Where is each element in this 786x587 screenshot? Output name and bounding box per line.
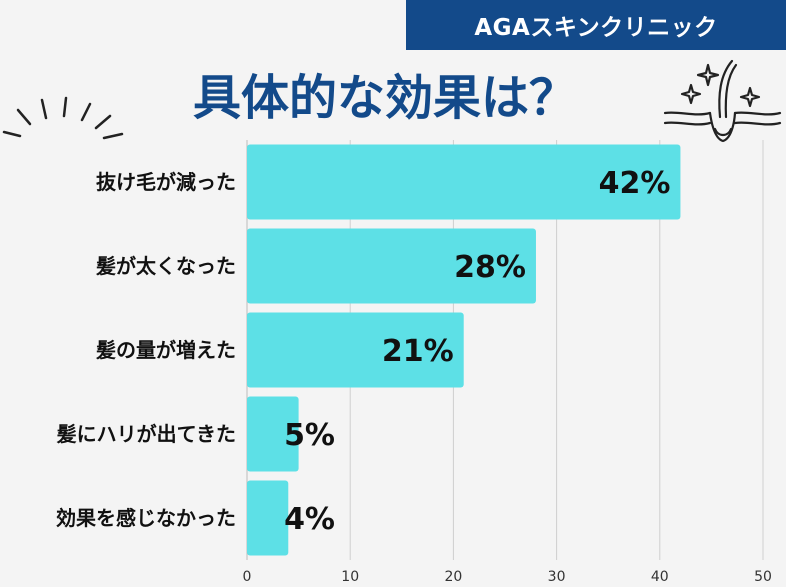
value-label: 21% [382, 334, 454, 369]
x-tick-label: 30 [548, 569, 566, 585]
category-label: 髪の量が増えた [95, 338, 236, 362]
page-title: 具体的な効果は？ [192, 70, 577, 126]
hair-follicle-icon [663, 59, 782, 143]
x-tick-label: 0 [243, 569, 252, 585]
brand-banner: AGAスキンクリニック [406, 0, 786, 50]
bar [247, 480, 289, 556]
category-label: 髪にハリが出てきた [56, 422, 236, 446]
bar [247, 312, 464, 388]
x-tick-label: 40 [651, 569, 669, 585]
bar [247, 144, 681, 220]
value-label: 42% [599, 166, 671, 201]
category-label: 効果を感じなかった [56, 506, 236, 530]
x-tick-label: 20 [444, 569, 462, 585]
value-label: 28% [454, 250, 526, 285]
x-tick-label: 10 [341, 569, 359, 585]
category-label: 髪が太くなった [95, 254, 236, 278]
category-label: 抜け毛が減った [96, 170, 236, 194]
bar [247, 228, 536, 304]
sparkle-lines-icon [2, 96, 124, 140]
value-label: 5% [284, 418, 335, 453]
value-label: 4% [284, 502, 335, 537]
bar [247, 396, 299, 472]
x-tick-label: 50 [754, 569, 772, 585]
